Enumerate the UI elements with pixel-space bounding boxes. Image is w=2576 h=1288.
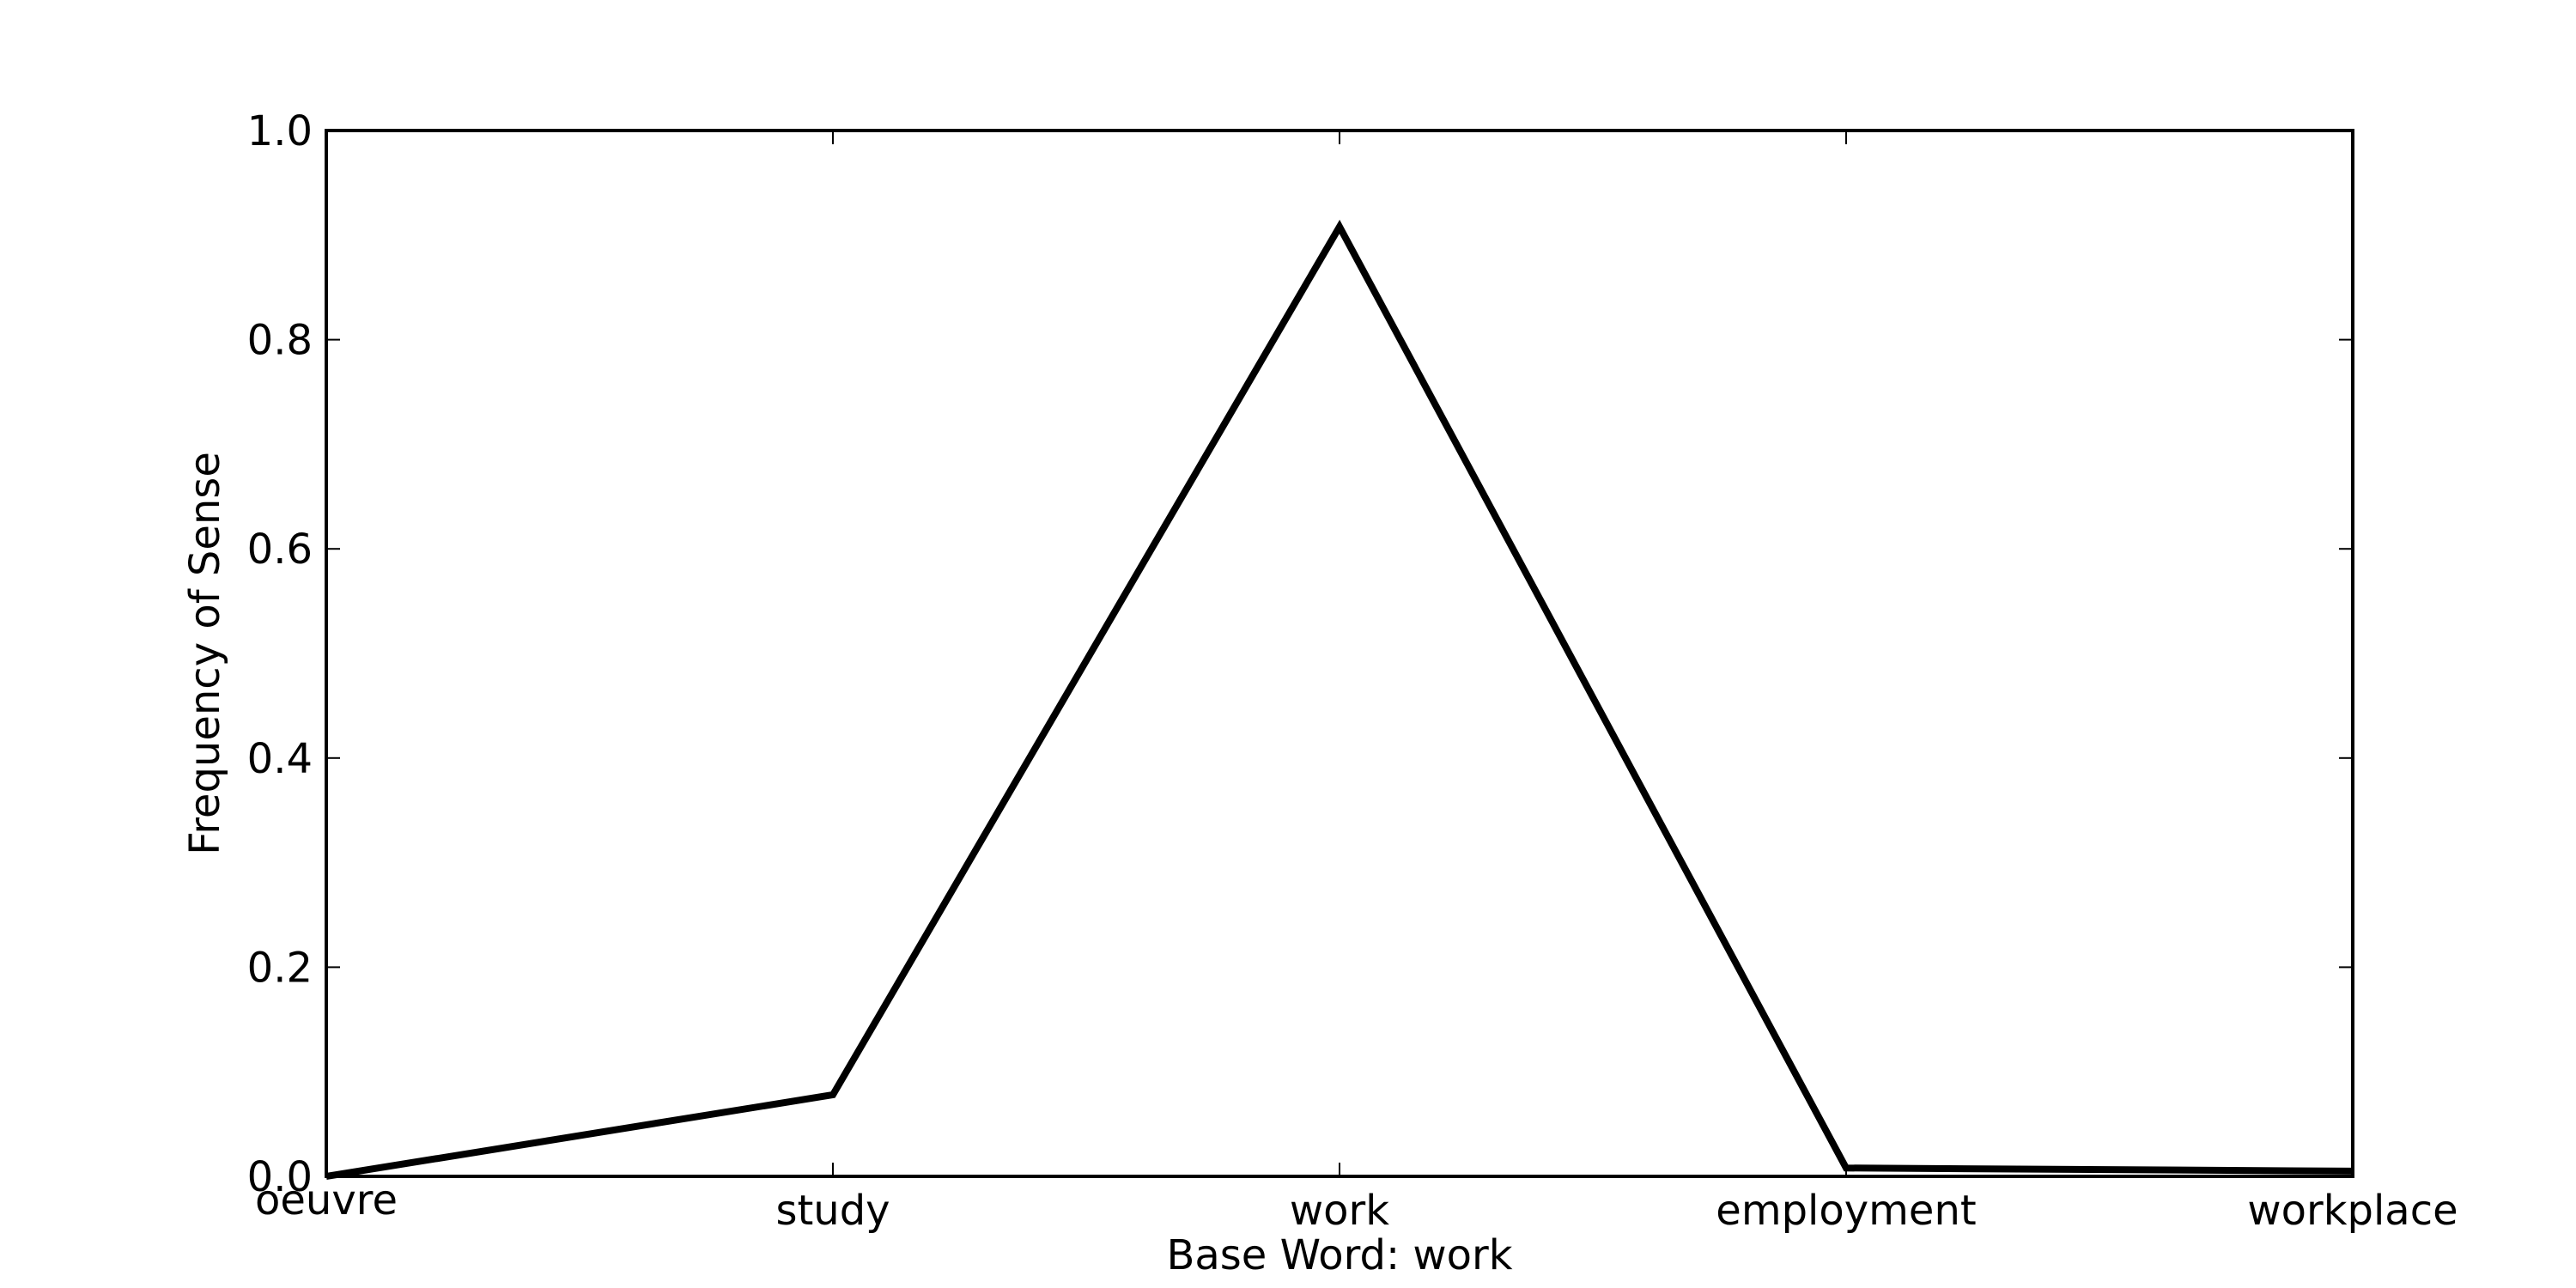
x-tick-label: study [775, 1187, 890, 1235]
y-axis-ticks: 0.0 0.2 0.4 0.6 0.8 1.0 [247, 107, 2353, 1201]
y-tick-label: 0.2 [247, 944, 313, 992]
x-tick-label: employment [1716, 1187, 1976, 1235]
y-tick-label: 1.0 [247, 107, 313, 155]
data-point [1845, 1167, 1847, 1169]
x-tick-label: workplace [2247, 1187, 2458, 1235]
x-axis-label: Base Word: work [1166, 1231, 1512, 1279]
series-line [325, 219, 2354, 1180]
x-tick-label: oeuvre [255, 1176, 398, 1224]
y-tick-label: 0.4 [247, 735, 313, 783]
y-tick-label: 0.8 [247, 317, 313, 365]
y-tick-label: 0.6 [247, 526, 313, 574]
y-axis-label: Frequency of Sense [181, 452, 229, 855]
x-tick-label: work [1290, 1187, 1389, 1235]
x-axis-ticks: oeuvre study work employment workplace [255, 131, 2458, 1235]
data-point [832, 1094, 834, 1096]
y-tick-label: 0.0 [247, 1153, 313, 1201]
series-layer [325, 219, 2354, 1180]
plot-frame [325, 129, 2354, 1178]
